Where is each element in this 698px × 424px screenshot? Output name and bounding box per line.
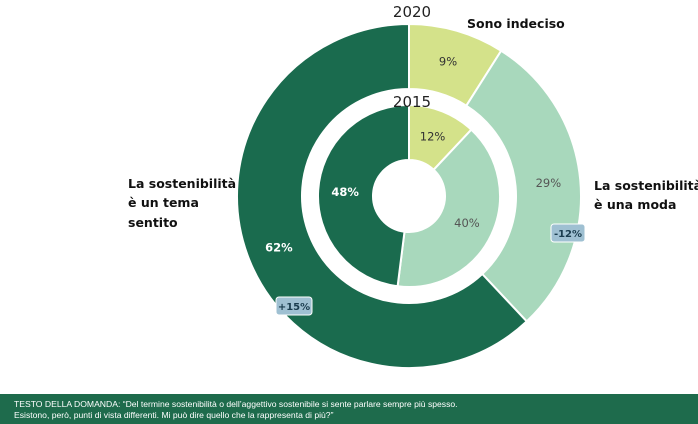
data-label-2015-fashion: 40% (454, 216, 480, 230)
category-label-fashion-line1: La sostenibilità (594, 178, 698, 193)
slice-2015-fashion (396, 128, 501, 288)
series-label-2015: 2015 (393, 93, 431, 111)
data-label-2015-felt: 48% (331, 185, 359, 199)
category-label-fashion-line2: è una moda (594, 197, 676, 212)
nested-donut-chart: 9% 29% 62% 12% 40% 48% 2020 2015 Sono indeci… (128, 3, 698, 369)
data-label-2020-felt: 62% (265, 241, 293, 255)
ring-2020: 9% 29% 62% (236, 22, 582, 369)
category-label-felt-line1: La sostenibilità (128, 176, 236, 191)
ring-2015: 12% 40% 48% (317, 103, 501, 288)
change-label-fashion: -12% (554, 229, 582, 240)
footer-line-1: TESTO DELLA DOMANDA: “Del termine sosten… (14, 399, 458, 409)
category-label-felt-line3: sentito (128, 215, 178, 230)
category-label-felt-line2: è un tema (128, 195, 199, 210)
category-label-undecided: Sono indeciso (467, 16, 565, 31)
series-label-2020: 2020 (393, 3, 431, 21)
footer-line-2: Esistono, però, punti di vista different… (14, 410, 334, 420)
slice-2020-felt (236, 22, 529, 369)
data-label-2020-undecided: 9% (439, 55, 457, 69)
question-text-footer: TESTO DELLA DOMANDA: “Del termine sosten… (0, 394, 698, 424)
change-badge-felt: +15% (275, 296, 313, 316)
change-badge-fashion: -12% (550, 223, 586, 243)
data-label-2015-undecided: 12% (420, 129, 446, 143)
change-label-felt: +15% (278, 302, 310, 313)
data-label-2020-fashion: 29% (536, 176, 562, 190)
slice-2015-felt (317, 103, 410, 288)
slice-2020-fashion (464, 49, 582, 323)
